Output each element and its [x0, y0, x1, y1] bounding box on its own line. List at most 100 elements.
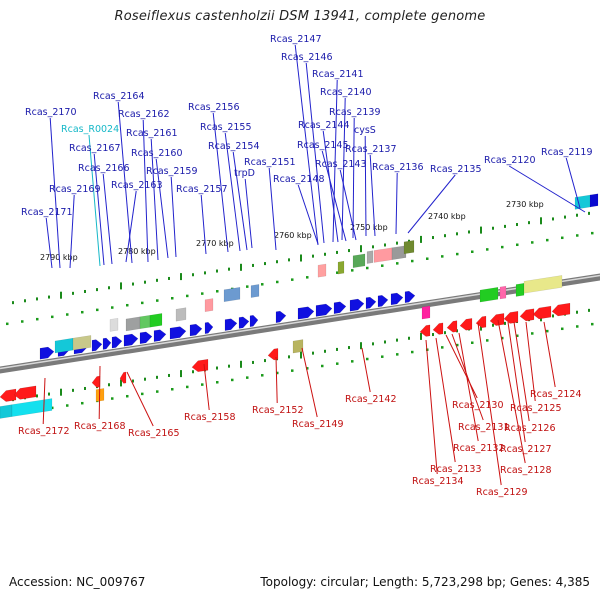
gene-label-bottom: Rcas_2132 [453, 443, 505, 454]
gene-label-top: Rcas_2144 [298, 120, 350, 131]
guide-dot-outer-top [81, 310, 84, 314]
scale-tick-tick-row-top [396, 241, 398, 245]
gene-label-leader [407, 174, 456, 234]
guide-dot-outer-bottom [306, 367, 309, 370]
reverse-gene-arrow [532, 305, 552, 320]
guide-dot-outer-top [6, 322, 9, 326]
scale-tick-tick-row-bottom [432, 333, 434, 337]
scale-tick-tick-row-bottom [288, 355, 290, 359]
scale-tick-tick-row-top [84, 289, 86, 293]
scale-tick-tick-row-top [576, 213, 578, 217]
scale-tick-tick-row-bottom [84, 386, 86, 390]
scale-tick-tick-row-top [156, 278, 158, 282]
forward-gene-arrow [153, 329, 167, 342]
gene-label-top: Rcas_2161 [126, 128, 178, 139]
gene-label-top: Rcas_2120 [484, 155, 536, 166]
scale-tick-tick-row-bottom [300, 351, 302, 359]
guide-dot-outer-top [576, 234, 579, 237]
guide-dot-outer-bottom [576, 325, 579, 328]
gene-label-top: Rcas_2156 [188, 102, 240, 113]
scale-tick-tick-row-bottom [144, 377, 146, 381]
guide-dot-outer-top [561, 236, 564, 240]
scale-tick-tick-row-bottom [588, 308, 590, 312]
reverse-gene-arrow [475, 315, 487, 329]
scale-tick-tick-row-bottom [216, 366, 218, 370]
guide-dot-outer-top [246, 285, 249, 288]
gene-label-leader [297, 184, 319, 245]
guide-dot-outer-bottom [516, 334, 519, 338]
gene-label-top: Rcas_2145 [297, 140, 349, 151]
reverse-gene-arrow [432, 322, 444, 335]
feature-box [109, 317, 119, 332]
forward-gene-arrow [91, 339, 103, 352]
gene-label-top: trpD [234, 168, 255, 179]
scale-tick-tick-row-top [96, 288, 98, 292]
scale-tick-tick-row-bottom [444, 331, 446, 335]
gene-label-leader [98, 365, 101, 420]
gene-label-leader [513, 321, 530, 422]
gene-label-bottom: Rcas_2158 [184, 412, 236, 423]
feature-box [139, 314, 151, 330]
scale-tick-tick-row-top [180, 273, 182, 281]
feature-box [373, 247, 393, 263]
guide-dot-outer-bottom [336, 362, 339, 365]
gene-label-top: Rcas_2119 [541, 147, 593, 158]
feature-box [499, 285, 507, 300]
scale-tick-tick-row-bottom [192, 370, 194, 374]
guide-dot-outer-bottom [381, 355, 384, 358]
scale-tick-tick-row-top [168, 276, 170, 280]
guide-dot-outer-top [156, 299, 159, 302]
forward-gene-arrow [390, 292, 404, 306]
gene-label-leader [170, 176, 177, 258]
scale-tick-tick-row-top [336, 250, 338, 254]
gene-label-leader [126, 371, 154, 427]
scale-tick-tick-row-top [492, 226, 494, 230]
feature-box [72, 335, 92, 351]
gene-label-top: Rcas_2148 [273, 174, 325, 185]
reverse-gene-arrow [13, 385, 37, 400]
gene-label-leader [565, 157, 581, 209]
guide-dot-outer-bottom [201, 383, 204, 386]
scale-tick-tick-row-top [360, 245, 362, 253]
guide-dot-outer-top [21, 320, 24, 323]
scale-tick-tick-row-top [228, 267, 230, 271]
gene-label-bottom: Rcas_2165 [128, 428, 180, 439]
scale-tick-tick-row-top [312, 254, 314, 258]
reverse-gene-arrow [91, 375, 101, 388]
guide-dot-outer-top [96, 308, 99, 312]
gene-label-top: Rcas_2136 [372, 162, 424, 173]
gene-label-top: Rcas_2159 [146, 166, 198, 177]
reverse-gene-arrow [0, 388, 17, 402]
reverse-gene-arrow [267, 348, 279, 361]
gene-label-leader [49, 117, 61, 269]
scale-tick-tick-row-top [528, 221, 530, 225]
scale-label: 2750 kbp [350, 223, 388, 232]
gene-label-top: Rcas_R0024 [61, 124, 119, 135]
gene-label-top: Rcas_2160 [131, 148, 183, 159]
scale-tick-tick-row-top [480, 226, 482, 234]
scale-tick-tick-row-bottom [132, 379, 134, 383]
gene-label-leader [458, 332, 479, 442]
scale-tick-tick-row-top [348, 249, 350, 253]
gene-label-top: Rcas_2143 [315, 159, 367, 170]
guide-dot-outer-bottom [531, 332, 534, 335]
gene-label-leader [352, 117, 355, 239]
scale-tick-tick-row-bottom [336, 347, 338, 351]
scale-tick-tick-row-bottom [228, 364, 230, 368]
forward-gene-arrow [169, 326, 187, 340]
scale-label: 2780 kbp [118, 247, 156, 256]
gene-label-leader [301, 347, 318, 418]
gene-label-bottom: Rcas_2131 [458, 422, 510, 433]
guide-dot-outer-top [411, 259, 414, 263]
guide-dot-outer-top [486, 248, 489, 251]
scale-tick-tick-row-top [192, 273, 194, 277]
gene-label-top: Rcas_2137 [345, 144, 397, 155]
gene-label-leader [203, 363, 210, 411]
gene-label-top: Rcas_2170 [25, 107, 77, 118]
scale-tick-tick-row-top [372, 245, 374, 249]
scale-tick-tick-row-top [420, 235, 422, 243]
guide-dot-outer-bottom [456, 343, 459, 347]
gene-label-top: Rcas_2154 [208, 141, 260, 152]
gene-label-leader [525, 321, 536, 402]
forward-gene-arrow [249, 314, 259, 328]
